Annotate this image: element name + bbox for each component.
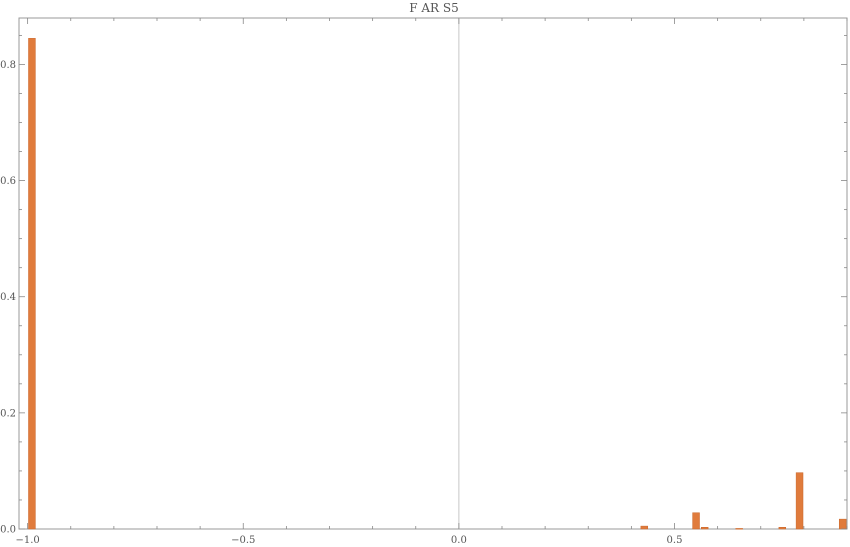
x-tick-label: 0.5 xyxy=(667,535,683,546)
histogram-bar xyxy=(692,512,700,530)
histogram-bar xyxy=(735,528,743,530)
x-tick-label: −0.5 xyxy=(231,535,255,546)
y-tick-label: 0.2 xyxy=(0,408,16,419)
histogram-bar xyxy=(778,527,787,530)
histogram-bar xyxy=(795,472,804,530)
y-tick-label: 0.8 xyxy=(0,60,16,71)
histogram-bar xyxy=(700,527,709,530)
y-tick-label: 0.4 xyxy=(0,292,16,303)
y-axis-ticks: 0.0 0.2 0.4 0.6 0.8 xyxy=(0,35,847,536)
x-tick-label: 0.0 xyxy=(451,535,467,546)
plot-frame xyxy=(18,17,848,530)
x-axis-ticks: −1.0 −0.5 0.0 0.5 xyxy=(15,18,848,546)
chart-title: F AR S5 xyxy=(409,1,459,15)
y-tick-label: 0.6 xyxy=(0,176,16,187)
bars-group xyxy=(28,38,847,530)
histogram-bar xyxy=(28,38,36,530)
x-tick-label: −1.0 xyxy=(15,535,39,546)
plot-border xyxy=(18,17,848,530)
histogram-bar xyxy=(640,525,649,530)
histogram-bar xyxy=(838,518,847,530)
y-tick-label: 0.0 xyxy=(0,525,16,536)
